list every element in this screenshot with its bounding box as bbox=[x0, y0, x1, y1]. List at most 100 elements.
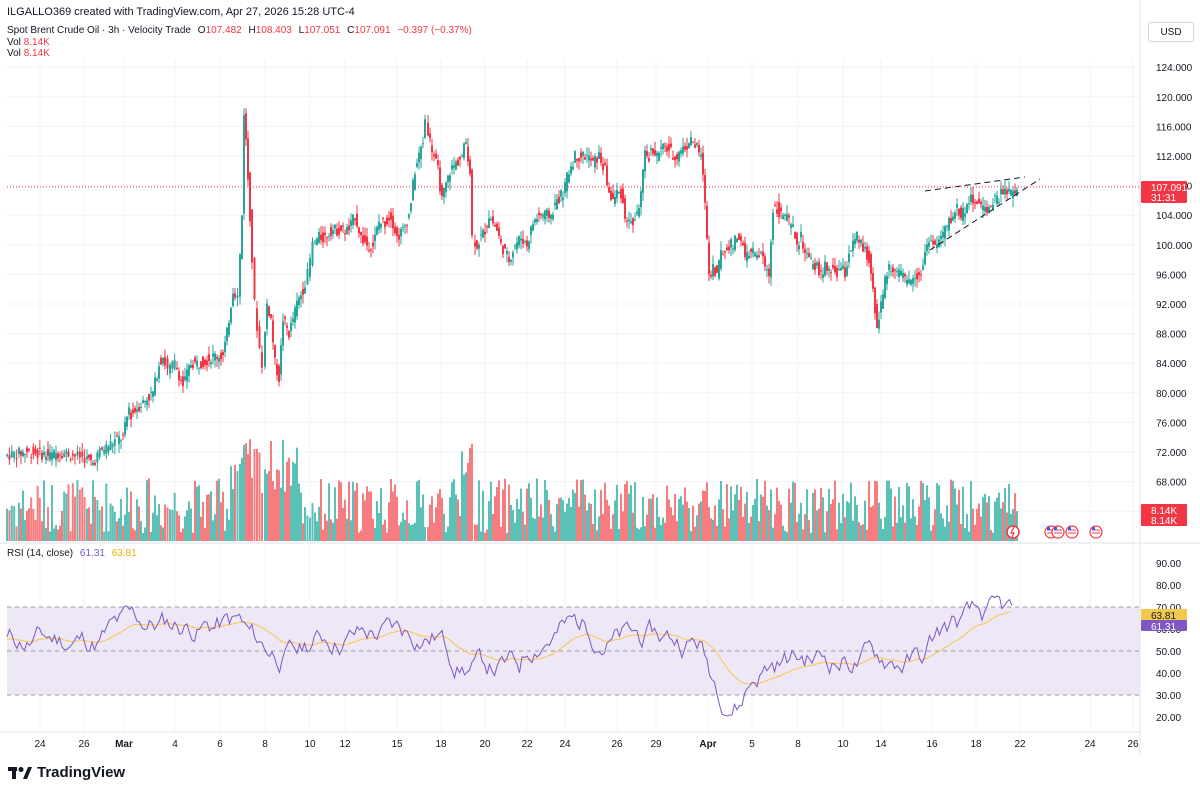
volume-bar bbox=[894, 496, 896, 541]
candle-body bbox=[874, 287, 876, 314]
volume-bar bbox=[934, 509, 936, 541]
candle-body bbox=[314, 241, 316, 243]
volume-bar bbox=[640, 527, 642, 541]
candle-body bbox=[124, 421, 126, 435]
candle-body bbox=[322, 232, 324, 242]
candle-body bbox=[169, 364, 171, 374]
symbol-legend[interactable]: Spot Brent Crude Oil · 3h · Velocity Tra… bbox=[7, 25, 472, 36]
price-tick-label: 92.000 bbox=[1156, 300, 1187, 311]
candle-body bbox=[748, 255, 750, 259]
volume-bar bbox=[180, 532, 182, 541]
volume-bar bbox=[816, 510, 818, 541]
time-axis[interactable]: 24 26 Mar 4 6 8 10 12 15 18 20 22 24 26 29 Apr 5 8 10 14 16 1… bbox=[34, 739, 1139, 750]
price-tick-label: 68.000 bbox=[1156, 478, 1187, 489]
volume-bar bbox=[632, 512, 634, 541]
volume-bar bbox=[65, 493, 68, 541]
candle-body bbox=[402, 226, 404, 228]
candle-body bbox=[429, 133, 431, 139]
time-tick-label: 22 bbox=[1014, 739, 1026, 750]
candle-body bbox=[455, 161, 457, 170]
candle-body bbox=[816, 262, 818, 266]
candle-body bbox=[182, 376, 184, 387]
volume-bar bbox=[982, 497, 984, 541]
candle-body bbox=[486, 226, 488, 228]
volume-bar bbox=[730, 486, 732, 541]
candle-body bbox=[696, 143, 698, 145]
volume-bar bbox=[564, 511, 566, 541]
volume-bar bbox=[926, 485, 928, 541]
candle-body bbox=[256, 308, 258, 331]
volume-bar bbox=[690, 531, 692, 541]
candle-body bbox=[832, 264, 834, 268]
candle-body bbox=[878, 319, 880, 329]
candle-body bbox=[582, 152, 584, 156]
volume-bar bbox=[266, 473, 268, 541]
volume-bar bbox=[224, 530, 226, 541]
candle-body bbox=[542, 214, 544, 217]
symbol-name[interactable]: Spot Brent Crude Oil · 3h · Velocity Tra… bbox=[7, 25, 191, 36]
candle-body bbox=[364, 235, 366, 242]
candle-body bbox=[858, 239, 860, 243]
volume-bar bbox=[858, 522, 860, 541]
candle-body bbox=[360, 231, 362, 236]
volume-bar bbox=[28, 508, 30, 541]
volume-bar bbox=[880, 518, 882, 541]
volume-bar bbox=[384, 519, 386, 541]
candle-body bbox=[550, 214, 552, 219]
volume-bar bbox=[936, 483, 938, 541]
candle-body bbox=[880, 301, 882, 313]
volume-bar bbox=[558, 498, 560, 541]
event-icons[interactable] bbox=[1006, 525, 1103, 539]
candle-body bbox=[538, 212, 540, 216]
candle-body bbox=[560, 190, 562, 197]
volume-bar bbox=[178, 515, 180, 541]
candle-body bbox=[190, 365, 192, 368]
volume-bar bbox=[574, 492, 576, 541]
volume-bar bbox=[896, 522, 898, 541]
candle-body bbox=[164, 356, 166, 366]
volume-bar bbox=[1014, 493, 1016, 541]
candle-body bbox=[972, 194, 974, 204]
candle-body bbox=[453, 165, 455, 168]
us-flag-event-icon bbox=[1089, 525, 1103, 539]
candle-body bbox=[916, 273, 918, 280]
candle-body bbox=[606, 165, 608, 186]
price-tick-label: 120.000 bbox=[1156, 93, 1193, 104]
rsi-ma-tag-bg bbox=[1141, 609, 1187, 620]
candle-body bbox=[398, 234, 400, 240]
candle-body bbox=[942, 231, 944, 238]
volume-tag-text: 8.14K bbox=[1151, 516, 1177, 527]
volume-bar bbox=[676, 521, 678, 541]
volume-bar bbox=[340, 482, 342, 541]
candle-body bbox=[992, 204, 994, 209]
volume-bar bbox=[496, 487, 498, 541]
volume-bar bbox=[243, 445, 245, 541]
candle-body bbox=[463, 143, 465, 159]
rsi-legend[interactable]: RSI (14, close) 61.31 63.81 bbox=[7, 548, 137, 559]
candle-body bbox=[362, 235, 364, 244]
volume-legend[interactable]: Vol 8.14K bbox=[7, 37, 50, 48]
candle-body bbox=[920, 274, 922, 276]
price-axis[interactable]: 124.000120.000116.000112.000108.000104.0… bbox=[1156, 63, 1193, 518]
volume-bar bbox=[970, 481, 972, 541]
price-tick-label: 84.000 bbox=[1156, 359, 1187, 370]
currency-button[interactable]: USD bbox=[1148, 22, 1194, 42]
volume-bar bbox=[616, 484, 618, 541]
candle-body bbox=[10, 451, 13, 458]
candle-body bbox=[92, 462, 94, 466]
candle-body bbox=[602, 163, 604, 171]
volume-value: 8.14K bbox=[23, 37, 50, 48]
volume-bar bbox=[874, 480, 876, 541]
volume-bar bbox=[160, 525, 162, 541]
candle-body bbox=[160, 357, 162, 365]
volume-bar bbox=[520, 488, 522, 541]
rsi-tick-label: 80.00 bbox=[1156, 581, 1181, 592]
volume-bar bbox=[107, 531, 110, 541]
volume-bar bbox=[964, 528, 966, 541]
volume-legend-2[interactable]: Vol 8.14K bbox=[7, 48, 50, 59]
volume-bar bbox=[736, 484, 738, 541]
candle-body bbox=[980, 201, 982, 205]
